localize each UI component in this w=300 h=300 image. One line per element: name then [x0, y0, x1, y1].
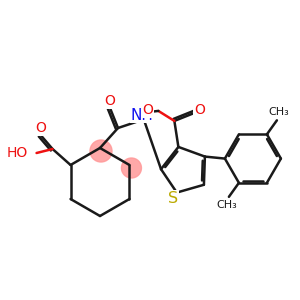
Circle shape: [122, 158, 141, 178]
Text: O: O: [142, 103, 153, 117]
Text: CH₃: CH₃: [268, 107, 289, 117]
Text: O: O: [105, 94, 116, 108]
Text: NH: NH: [130, 107, 153, 122]
Text: S: S: [168, 191, 178, 206]
Text: O: O: [194, 103, 205, 117]
Text: CH₃: CH₃: [217, 200, 237, 210]
Circle shape: [90, 140, 112, 162]
Text: O: O: [35, 121, 46, 135]
Text: HO: HO: [6, 146, 28, 160]
